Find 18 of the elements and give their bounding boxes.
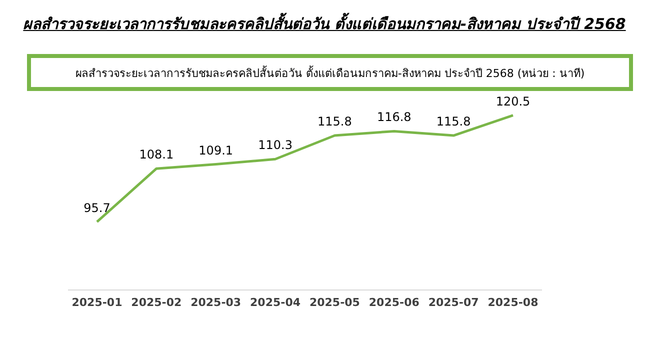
data-label: 109.1 (198, 143, 234, 158)
data-label: 110.3 (258, 138, 292, 152)
data-label: 115.8 (436, 114, 471, 129)
x-tick-label: 2025-07 (428, 296, 479, 309)
data-label: 108.1 (139, 148, 174, 162)
data-label: 116.8 (376, 110, 412, 124)
x-tick-label: 2025-03 (190, 296, 242, 309)
data-label: 120.5 (496, 94, 530, 108)
x-tick-label: 2025-05 (309, 296, 360, 309)
chart-subtitle: ผลสำรวจระยะเวลาการรับชมละครคลิปสั้นต่อวัน ตั้งแต่เดือนมกราคม-สิงหาคม ประจำปี 2568 (หน่วย : นาที) (27, 54, 633, 91)
x-tick-label: 2025-06 (368, 296, 420, 309)
chart-title: ผลสำรวจระยะเวลาการรับชมละครคลิปสั้นต่อวัน ตั้งแต่เดือนมกราคม-สิงหาคม ประจำปี 2568 (22, 12, 627, 35)
data-label: 95.7 (84, 200, 110, 215)
data-label: 115.8 (318, 114, 352, 129)
x-tick-label: 2025-08 (488, 296, 538, 309)
x-tick-label: 2025-02 (131, 296, 182, 309)
x-tick-label: 2025-04 (250, 296, 301, 309)
x-tick-label: 2025-01 (72, 296, 122, 309)
